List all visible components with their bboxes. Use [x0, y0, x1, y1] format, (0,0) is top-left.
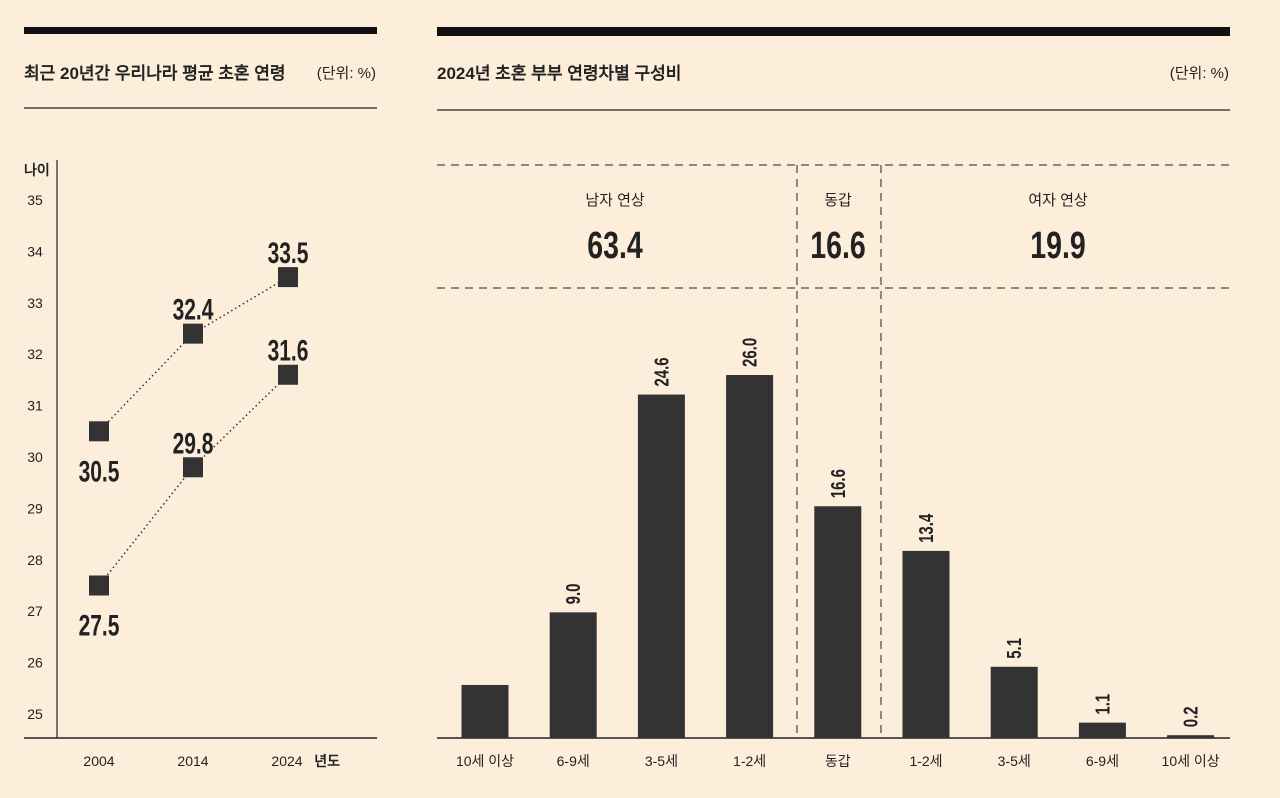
bar: [726, 375, 774, 738]
y-tick-label: 33: [27, 295, 43, 311]
data-point-marker: [278, 267, 298, 288]
group-total-male-older: 63.4: [587, 225, 643, 267]
x-tick-label: 2004: [83, 753, 114, 769]
right-title: 2024년 초혼 부부 연령차별 구성비: [437, 63, 681, 83]
right-unit: (단위: %): [1170, 65, 1229, 82]
y-tick-label: 27: [27, 603, 43, 619]
category-label: 10세 이상: [1162, 753, 1220, 769]
category-label: 1-2세: [733, 753, 766, 769]
bar-value-label: 1.1: [1091, 694, 1114, 715]
y-tick-label: 32: [27, 346, 43, 362]
right-top-bar: [437, 27, 1230, 36]
x-tick-label: 2024: [271, 753, 302, 769]
y-tick-label: 30: [27, 449, 43, 465]
y-tick-label: 29: [27, 500, 43, 516]
y-tick-label: 28: [27, 552, 43, 568]
group-label-same-age: 동갑: [824, 192, 852, 209]
left-unit: (단위: %): [317, 65, 376, 82]
data-label: 29.8: [173, 428, 214, 460]
bar: [1167, 735, 1215, 738]
group-total-same-age: 16.6: [810, 225, 865, 267]
category-label: 6-9세: [1086, 753, 1119, 769]
data-label: 32.4: [173, 294, 214, 326]
bar: [637, 394, 685, 738]
x-tick-label: 2014: [177, 753, 208, 769]
bar-value-label: 16.6: [827, 469, 850, 498]
data-label: 30.5: [79, 456, 120, 488]
y-tick-label: 26: [27, 655, 43, 671]
bar-value-label: 24.6: [650, 357, 673, 386]
category-label: 6-9세: [557, 753, 590, 769]
bar: [461, 684, 509, 738]
x-axis-label: 년도: [314, 753, 340, 769]
bar-value-label: 9.0: [562, 583, 585, 604]
bar: [1078, 722, 1126, 738]
left-title: 최근 20년간 우리나라 평균 초혼 연령: [24, 63, 286, 83]
left-top-bar: [24, 27, 377, 34]
category-label: 3-5세: [645, 753, 678, 769]
group-label-female-older: 여자 연상: [1028, 192, 1088, 209]
data-label: 33.5: [268, 238, 309, 270]
data-point-marker: [89, 421, 109, 442]
bar: [990, 666, 1038, 738]
category-label: 1-2세: [909, 753, 942, 769]
bar: [814, 506, 862, 738]
bar: [902, 550, 950, 738]
data-label: 27.5: [79, 610, 120, 642]
y-tick-label: 35: [27, 192, 43, 208]
y-tick-label: 34: [27, 243, 43, 259]
bar-value-label: 26.0: [738, 338, 761, 367]
y-tick-label: 25: [27, 706, 43, 722]
y-tick-label: 31: [27, 398, 43, 414]
data-label: 31.6: [268, 335, 309, 367]
data-point-marker: [278, 364, 298, 385]
bar-value-label: 0.2: [1179, 706, 1202, 727]
category-label: 3-5세: [998, 753, 1031, 769]
bar: [549, 612, 597, 738]
data-point-marker: [89, 575, 109, 596]
y-axis-label: 나이: [24, 162, 50, 178]
bar-value-label: 5.1: [1003, 638, 1026, 659]
group-label-male-older: 남자 연상: [585, 192, 645, 209]
data-point-marker: [183, 457, 203, 478]
data-point-marker: [183, 323, 203, 344]
group-total-female-older: 19.9: [1030, 225, 1085, 267]
category-label: 동갑: [825, 753, 851, 769]
category-label: 10세 이상: [456, 753, 514, 769]
bar-value-label: 13.4: [915, 514, 938, 543]
series-line-2: [98, 374, 289, 586]
